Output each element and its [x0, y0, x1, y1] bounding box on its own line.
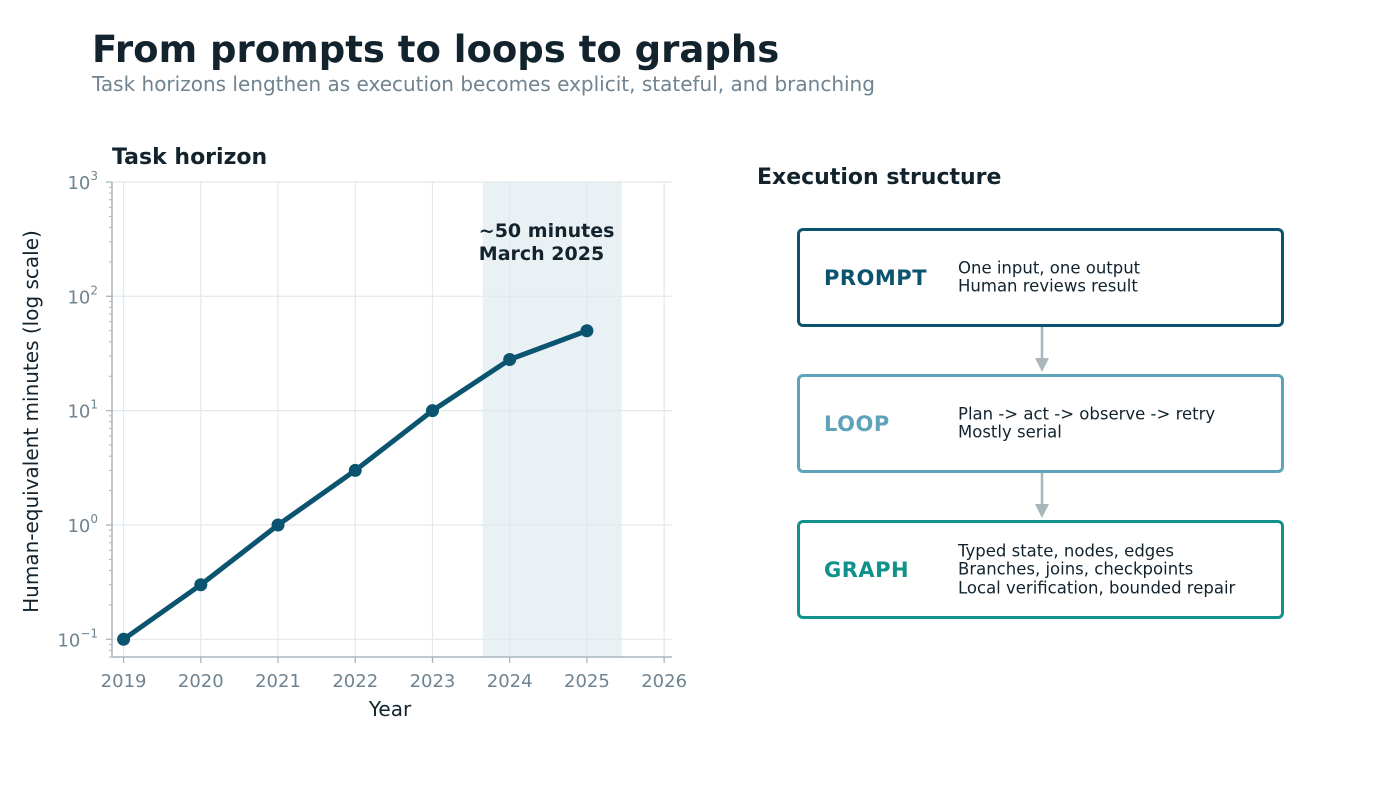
stage-prompt-description: One input, one output Human reviews resu…	[958, 258, 1141, 296]
arrow-down-icon	[1035, 473, 1049, 518]
y-tick-label: 100	[67, 512, 98, 537]
stage-graph-line: Typed state, nodes, edges	[958, 540, 1175, 560]
stage-graph-line: Local verification, bounded repair	[958, 577, 1236, 597]
stage-prompt: PROMPT One input, one output Human revie…	[797, 228, 1284, 327]
stage-prompt-name: PROMPT	[824, 265, 928, 290]
data-point	[425, 404, 439, 418]
x-tick-label: 2023	[410, 671, 456, 692]
stage-graph-line: Branches, joins, checkpoints	[958, 559, 1194, 579]
stage-graph: GRAPH Typed state, nodes, edges Branches…	[797, 520, 1284, 619]
data-point	[194, 578, 208, 592]
x-tick-label: 2026	[641, 671, 687, 692]
y-tick-label: 101	[67, 398, 98, 423]
annotation-text: ~50 minutes	[479, 220, 615, 242]
execution-structure-title: Execution structure	[757, 165, 1002, 190]
stage-graph-description: Typed state, nodes, edges Branches, join…	[958, 540, 1236, 598]
stage-loop: LOOP Plan -> act -> observe -> retry Mos…	[797, 374, 1284, 473]
stage-graph-name: GRAPH	[824, 557, 910, 582]
highlight-region	[482, 182, 622, 657]
x-tick-label: 2024	[487, 671, 533, 692]
y-axis-label: Human-equivalent minutes (log scale)	[19, 230, 43, 613]
x-tick-label: 2022	[332, 671, 378, 692]
x-tick-label: 2025	[564, 671, 610, 692]
data-point	[503, 353, 517, 367]
stage-loop-line: Plan -> act -> observe -> retry	[958, 404, 1216, 423]
data-point	[117, 632, 131, 646]
page-title: From prompts to loops to graphs	[92, 28, 780, 71]
y-tick-label: 102	[67, 283, 98, 308]
stage-prompt-line: One input, one output	[958, 258, 1141, 277]
x-tick-label: 2019	[101, 671, 147, 692]
y-tick-label: 103	[67, 169, 98, 194]
stage-prompt-line: Human reviews result	[958, 276, 1138, 296]
x-tick-label: 2021	[255, 671, 301, 692]
annotation-text: March 2025	[479, 243, 604, 265]
stage-loop-line: Mostly serial	[958, 422, 1062, 442]
data-point	[580, 324, 594, 338]
arrow-down-icon	[1035, 327, 1049, 372]
data-point	[348, 463, 362, 477]
x-tick-label: 2020	[178, 671, 224, 692]
chart-title: Task horizon	[112, 145, 267, 170]
x-axis-label: Year	[368, 697, 412, 721]
page-subtitle: Task horizons lengthen as execution beco…	[92, 72, 875, 96]
y-tick-label: 10−1	[57, 626, 98, 651]
stage-loop-description: Plan -> act -> observe -> retry Mostly s…	[958, 404, 1216, 442]
task-horizon-chart: 10−1 100 101 102 103 2019 2020 2021 2022 2023 2024…	[19, 145, 687, 721]
data-point	[271, 518, 285, 532]
stage-loop-name: LOOP	[824, 411, 890, 436]
